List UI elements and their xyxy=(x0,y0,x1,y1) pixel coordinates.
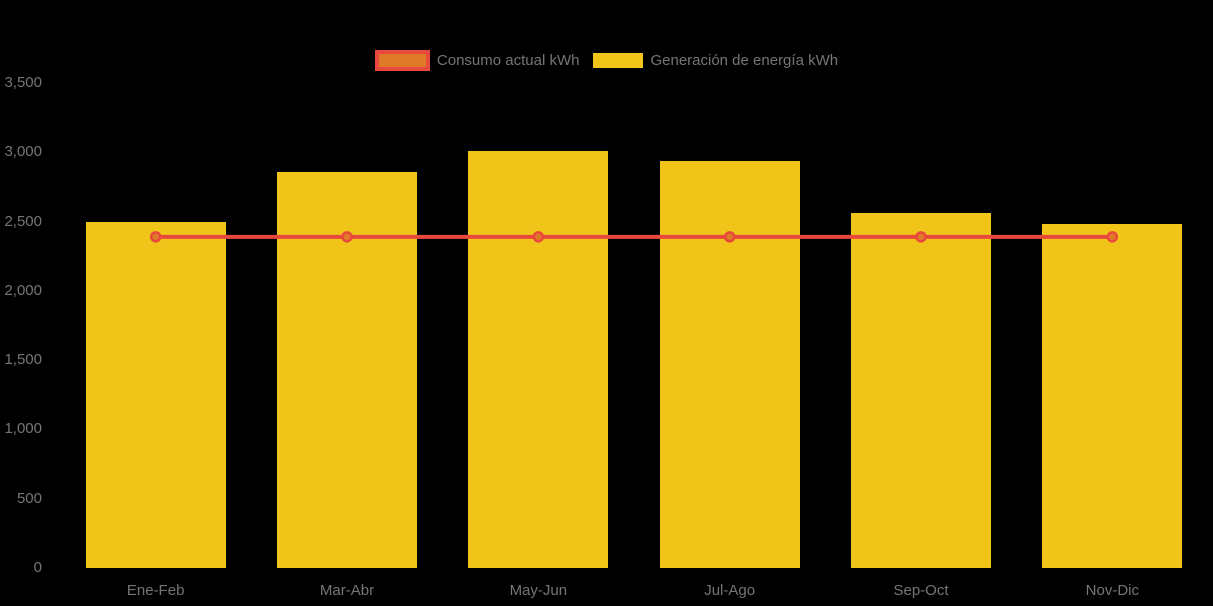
generation-bar-ene-feb[interactable] xyxy=(85,221,226,568)
y-tick-label: 0 xyxy=(33,559,42,576)
x-axis-label-nov-dic: Nov-Dic xyxy=(1085,582,1139,599)
consumption-point-jul-ago[interactable] xyxy=(723,231,736,243)
x-axis-label-jul-ago: Jul-Ago xyxy=(704,582,756,599)
consumption-point-mar-abr[interactable] xyxy=(341,231,353,243)
y-tick-label: 1,500 xyxy=(4,351,42,369)
generation-bar-jul-ago[interactable] xyxy=(659,160,800,568)
legend-item-generacion-energia[interactable]: Generación de energía kWh xyxy=(593,52,838,69)
y-tick-label: 1,000 xyxy=(4,420,42,438)
legend-item-consumo-actual[interactable]: Consumo actual kWh xyxy=(374,50,580,71)
x-axis-label-sep-oct: Sep-Oct xyxy=(893,582,949,599)
legend-label-consumo-actual: Consumo actual kWh xyxy=(436,52,580,69)
y-tick-label: 3,000 xyxy=(4,143,42,161)
consumption-point-nov-dic[interactable] xyxy=(1106,231,1119,243)
consumption-point-ene-feb[interactable] xyxy=(149,231,162,243)
x-axis-label-may-jun: May-Jun xyxy=(509,582,568,599)
y-tick-label: 2,000 xyxy=(4,281,42,299)
chart-legend: Consumo actual kWh Generación de energía… xyxy=(0,50,1213,71)
generation-bar-nov-dic[interactable] xyxy=(1042,224,1183,568)
x-axis-label-mar-abr: Mar-Abr xyxy=(319,582,375,599)
consumption-point-sep-oct[interactable] xyxy=(915,231,927,243)
legend-label-generacion-energia: Generación de energía kWh xyxy=(650,52,839,69)
generation-bar-may-jun[interactable] xyxy=(468,150,609,568)
legend-line-swatch-icon xyxy=(374,50,430,71)
generation-bar-sep-oct[interactable] xyxy=(851,213,991,568)
consumption-point-may-jun[interactable] xyxy=(532,231,545,243)
x-axis-label-ene-feb: Ene-Feb xyxy=(126,582,185,599)
y-tick-label: 500 xyxy=(16,489,42,507)
legend-bar-swatch-icon xyxy=(593,53,644,68)
y-tick-label: 3,500 xyxy=(4,74,42,91)
y-tick-label: 2,500 xyxy=(4,212,42,230)
